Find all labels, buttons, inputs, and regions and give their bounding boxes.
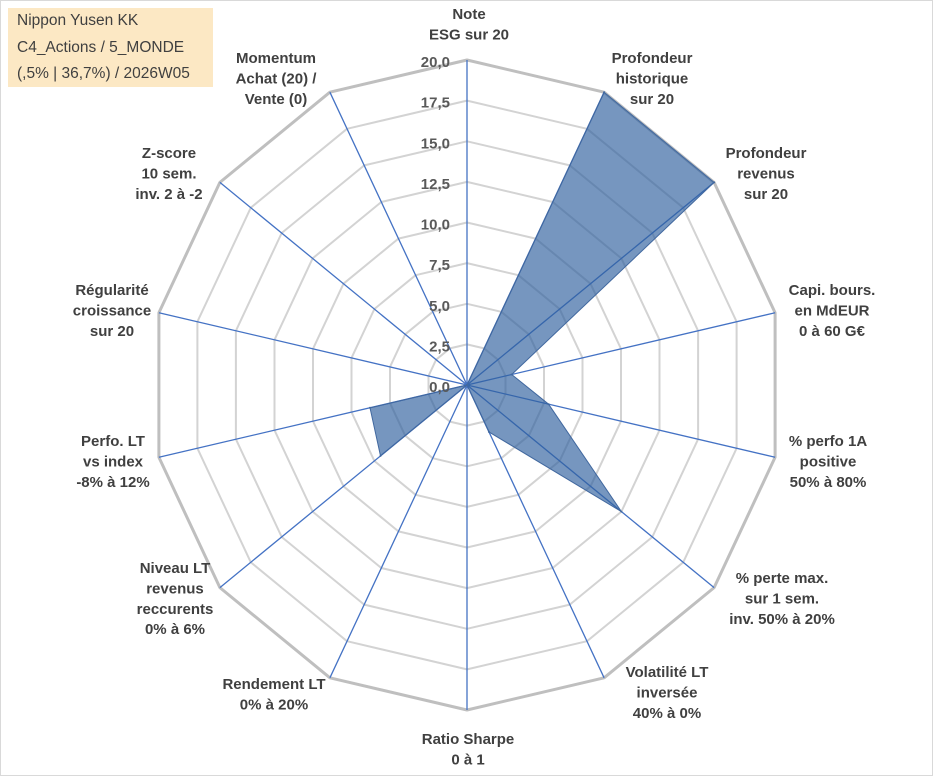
axis-label-3: Capi. bours. en MdEUR 0 à 60 G€ [789, 282, 876, 340]
radial-tick-label: 12,5 [421, 176, 450, 193]
radar-point [620, 510, 623, 513]
axis-label-line: inversée [637, 684, 698, 701]
radial-axis-ticks: 0,0 2,5 5,0 7,5 10,0 12,5 15,0 17,5 20,0 [421, 54, 450, 396]
title-box: Nippon Yusen KK C4_Actions / 5_MONDE (,5… [8, 8, 213, 87]
axis-label-11: Régularité croissance sur 20 [73, 282, 151, 340]
axis-label-line: Achat (20) / [236, 70, 318, 87]
axis-label-line: Capi. bours. [789, 282, 876, 299]
radar-point [369, 406, 371, 409]
axis-label-line: 10 sem. [141, 165, 196, 182]
axis-label-line: Volatilité LT [626, 664, 709, 681]
radar-point [510, 373, 513, 376]
radial-tick-label: 17,5 [421, 95, 450, 112]
axis-label-line: en MdEUR [795, 302, 870, 319]
axis-label-line: sur 1 sem. [745, 590, 819, 607]
axis-label-line: croissance [73, 302, 151, 319]
axis-label-5: % perte max. sur 1 sem. inv. 50% à 20% [729, 570, 835, 628]
radial-tick-label: 5,0 [429, 298, 450, 315]
radar-point [487, 430, 490, 433]
axis-label-line: historique [616, 70, 689, 87]
axis-label-line: 0% à 6% [145, 621, 205, 638]
radar-point [379, 454, 382, 457]
axis-label-line: Perfo. LT [81, 433, 145, 450]
radar-series [369, 91, 716, 513]
axis-label-line: inv. 50% à 20% [729, 611, 835, 628]
axis-label-line: Niveau LT [140, 560, 211, 577]
axis-label-line: % perfo 1A [789, 433, 868, 450]
axis-labels: Note ESG sur 20 Profondeur historique sur 20… [73, 6, 876, 768]
company-name: Nippon Yusen KK [17, 12, 139, 29]
axis-label-2: Profondeur revenus sur 20 [726, 145, 807, 203]
axis-label-line: Profondeur [612, 50, 693, 67]
axis-label-10: Perfo. LT vs index -8% à 12% [76, 433, 149, 491]
axis-label-0: Note ESG sur 20 [429, 6, 509, 43]
portfolio-category: C4_Actions / 5_MONDE [17, 38, 185, 56]
axis-label-line: sur 20 [90, 323, 134, 340]
axis-label-line: 0 à 1 [451, 751, 484, 768]
axis-label-line: inv. 2 à -2 [135, 186, 202, 203]
axis-label-line: ESG sur 20 [429, 26, 509, 43]
axis-label-8: Rendement LT 0% à 20% [222, 676, 325, 713]
axis-label-13: Momentum Achat (20) / Vente (0) [236, 50, 318, 108]
axis-label-line: revenus [737, 165, 795, 182]
radial-tick-label: 0,0 [429, 379, 450, 396]
radar-point [466, 384, 468, 386]
radar-point [603, 91, 606, 94]
axis-label-line: 0 à 60 G€ [799, 323, 866, 340]
axis-label-1: Profondeur historique sur 20 [612, 50, 693, 108]
axis-label-line: sur 20 [744, 186, 788, 203]
axis-label-line: Momentum [236, 50, 316, 67]
axis-label-line: 40% à 0% [633, 705, 701, 722]
axis-label-line: Vente (0) [245, 91, 308, 108]
axis-label-4: % perfo 1A positive 50% à 80% [789, 433, 868, 491]
axis-label-line: revenus [146, 580, 204, 597]
axis-spoke [329, 384, 468, 679]
radar-point [713, 181, 716, 184]
radial-tick-label: 2,5 [429, 338, 450, 355]
axis-label-line: -8% à 12% [76, 474, 149, 491]
axis-spoke [219, 181, 468, 386]
axis-label-6: Volatilité LT inversée 40% à 0% [626, 664, 709, 722]
axis-label-line: vs index [83, 453, 144, 470]
axis-spoke [466, 312, 776, 386]
axis-label-line: Z-score [142, 145, 196, 162]
radial-tick-label: 10,0 [421, 217, 450, 234]
axis-label-12: Z-score 10 sem. inv. 2 à -2 [135, 145, 202, 203]
radial-tick-label: 20,0 [421, 54, 450, 71]
axis-spoke [158, 312, 468, 386]
axis-label-line: reccurents [137, 601, 214, 618]
radar-point [547, 403, 550, 406]
axis-label-line: % perte max. [736, 570, 829, 587]
axis-label-line: Régularité [75, 282, 148, 299]
axis-label-line: positive [800, 453, 857, 470]
radial-tick-label: 7,5 [429, 257, 450, 274]
axis-spoke [466, 384, 605, 679]
weight-period-info: (,5% | 36,7%) / 2026W05 [17, 65, 190, 82]
axis-label-line: 50% à 80% [790, 474, 867, 491]
axis-label-9: Niveau LT revenus reccurents 0% à 6% [137, 560, 214, 638]
axis-label-line: Rendement LT [222, 676, 325, 693]
axis-label-line: Ratio Sharpe [422, 731, 515, 748]
axis-label-line: Profondeur [726, 145, 807, 162]
radial-tick-label: 15,0 [421, 135, 450, 152]
axis-spoke [329, 91, 468, 386]
axis-label-line: Note [452, 6, 485, 23]
axis-label-line: 0% à 20% [240, 696, 308, 713]
axis-label-line: sur 20 [630, 91, 674, 108]
axis-label-7: Ratio Sharpe 0 à 1 [422, 731, 515, 768]
